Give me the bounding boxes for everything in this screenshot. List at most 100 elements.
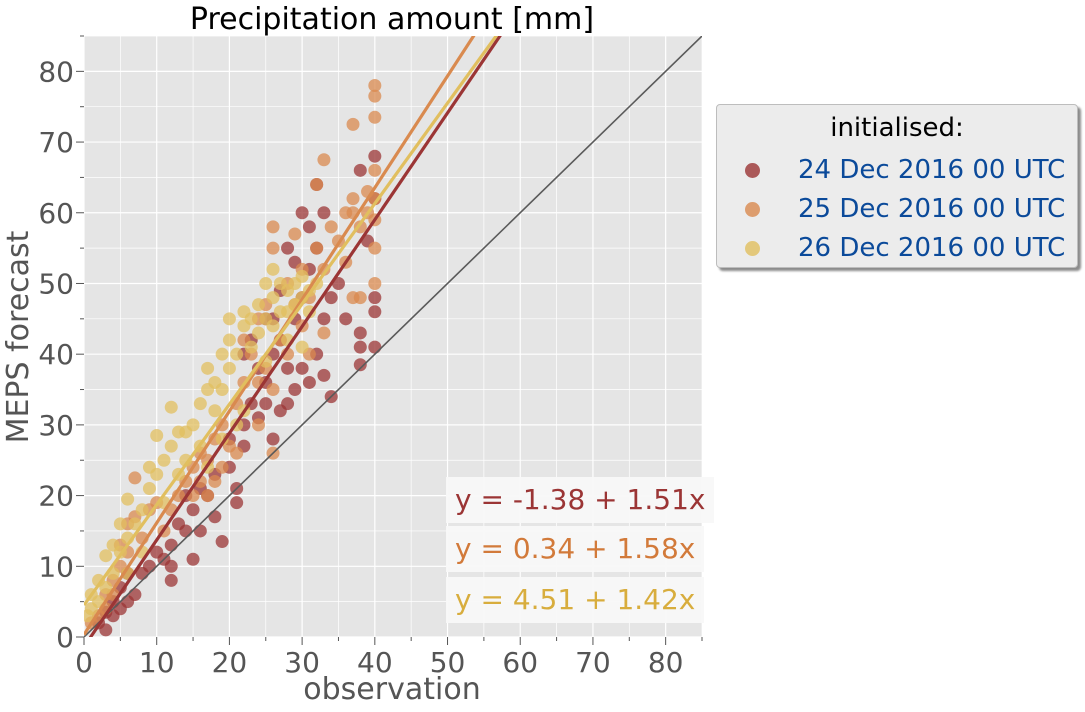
identity-line	[84, 36, 702, 637]
scatter-point	[368, 89, 382, 103]
scatter-point	[324, 291, 338, 305]
scatter-point	[295, 269, 309, 283]
scatter-point	[281, 397, 295, 411]
scatter-point	[179, 453, 193, 467]
y-axis-label: MEPS forecast	[1, 230, 36, 443]
y-tick-label: 20	[38, 480, 74, 513]
scatter-point	[317, 368, 331, 382]
scatter-point	[310, 177, 324, 191]
scatter-point	[368, 340, 382, 354]
scatter-point	[164, 573, 178, 587]
scatter-point	[208, 474, 222, 488]
y-tick-label: 30	[38, 409, 74, 442]
scatter-point	[281, 361, 295, 375]
plot-area	[83, 35, 703, 638]
legend: initialised: 24 Dec 2016 00 UTC 25 Dec 2…	[716, 104, 1078, 268]
scatter-point	[288, 227, 302, 241]
x-tick-label: 80	[648, 646, 684, 679]
scatter-point	[346, 117, 360, 131]
regression-line	[84, 36, 476, 636]
x-tick-label: 10	[139, 646, 175, 679]
scatter-point	[317, 326, 331, 340]
scatter-point	[222, 333, 236, 347]
scatter-point	[353, 340, 367, 354]
scatter-point	[164, 538, 178, 552]
fit-equation-24dec: y = -1.38 + 1.51x	[446, 477, 715, 523]
scatter-point	[317, 206, 331, 220]
scatter-point	[244, 340, 258, 354]
scatter-point	[368, 78, 382, 92]
legend-marker-26dec	[745, 240, 760, 256]
scatter-point	[251, 326, 265, 340]
fit-equation-25dec: y = 0.34 + 1.58x	[446, 526, 705, 572]
legend-label-25dec: 25 Dec 2016 00 UTC	[798, 194, 1066, 224]
scatter-point	[150, 467, 164, 481]
regression-line	[88, 36, 502, 637]
scatter-point	[339, 206, 353, 220]
scatter-point	[121, 492, 135, 506]
scatter-point	[164, 559, 178, 573]
scatter-point	[368, 241, 382, 255]
scatter-point	[368, 149, 382, 163]
scatter-point	[244, 312, 258, 326]
scatter-point	[113, 517, 127, 531]
scatter-point	[230, 496, 244, 510]
scatter-point	[281, 241, 295, 255]
y-tick-label: 80	[38, 55, 74, 88]
y-tick-label: 0	[56, 621, 74, 654]
scatter-point	[266, 291, 280, 305]
scatter-point	[215, 460, 229, 474]
scatter-point	[150, 428, 164, 442]
legend-marker-25dec	[745, 201, 760, 217]
legend-label-24dec: 24 Dec 2016 00 UTC	[798, 155, 1066, 185]
legend-item-25dec: 25 Dec 2016 00 UTC	[745, 192, 1065, 226]
scatter-point	[157, 453, 171, 467]
scatter-point	[288, 383, 302, 397]
fit-equation-26dec: y = 4.51 + 1.42x	[446, 577, 705, 623]
scatter-point	[368, 305, 382, 319]
scatter-point	[99, 623, 113, 637]
scatter-point	[164, 439, 178, 453]
scatter-point	[215, 535, 229, 549]
regression-line	[84, 36, 499, 607]
scatter-point	[179, 425, 193, 439]
scatter-point	[128, 517, 142, 531]
scatter-point	[128, 588, 142, 602]
scatter-point	[179, 524, 193, 538]
scatter-point	[302, 220, 316, 234]
scatter-point	[353, 291, 367, 305]
legend-item-24dec: 24 Dec 2016 00 UTC	[745, 153, 1065, 187]
scatter-point	[259, 276, 273, 290]
scatter-point	[346, 192, 360, 206]
scatter-point	[353, 358, 367, 372]
scatter-point	[193, 397, 207, 411]
scatter-point	[215, 347, 229, 361]
scatter-point	[295, 361, 309, 375]
x-tick-label: 60	[502, 646, 538, 679]
scatter-point	[339, 312, 353, 326]
scatter-point	[302, 375, 316, 389]
y-tick-label: 40	[38, 338, 74, 371]
scatter-point	[142, 482, 156, 496]
x-tick-label: 50	[430, 646, 466, 679]
scatter-point	[353, 163, 367, 177]
scatter-point	[186, 503, 200, 517]
scatter-point	[368, 163, 382, 177]
scatter-point	[324, 220, 338, 234]
scatter-point	[222, 361, 236, 375]
scatter-point	[201, 489, 215, 503]
scatter-point	[164, 400, 178, 414]
scatter-point	[251, 298, 265, 312]
legend-title: initialised:	[830, 113, 964, 143]
x-tick-label: 30	[284, 646, 320, 679]
scatter-point	[230, 446, 244, 460]
scatter-point	[208, 510, 222, 524]
scatter-point	[230, 347, 244, 361]
scatter-point	[201, 361, 215, 375]
scatter-point	[266, 383, 280, 397]
y-tick-label: 50	[38, 267, 74, 300]
scatter-point	[135, 503, 149, 517]
x-tick-label: 40	[357, 646, 393, 679]
scatter-point	[295, 206, 309, 220]
scatter-point	[353, 326, 367, 340]
